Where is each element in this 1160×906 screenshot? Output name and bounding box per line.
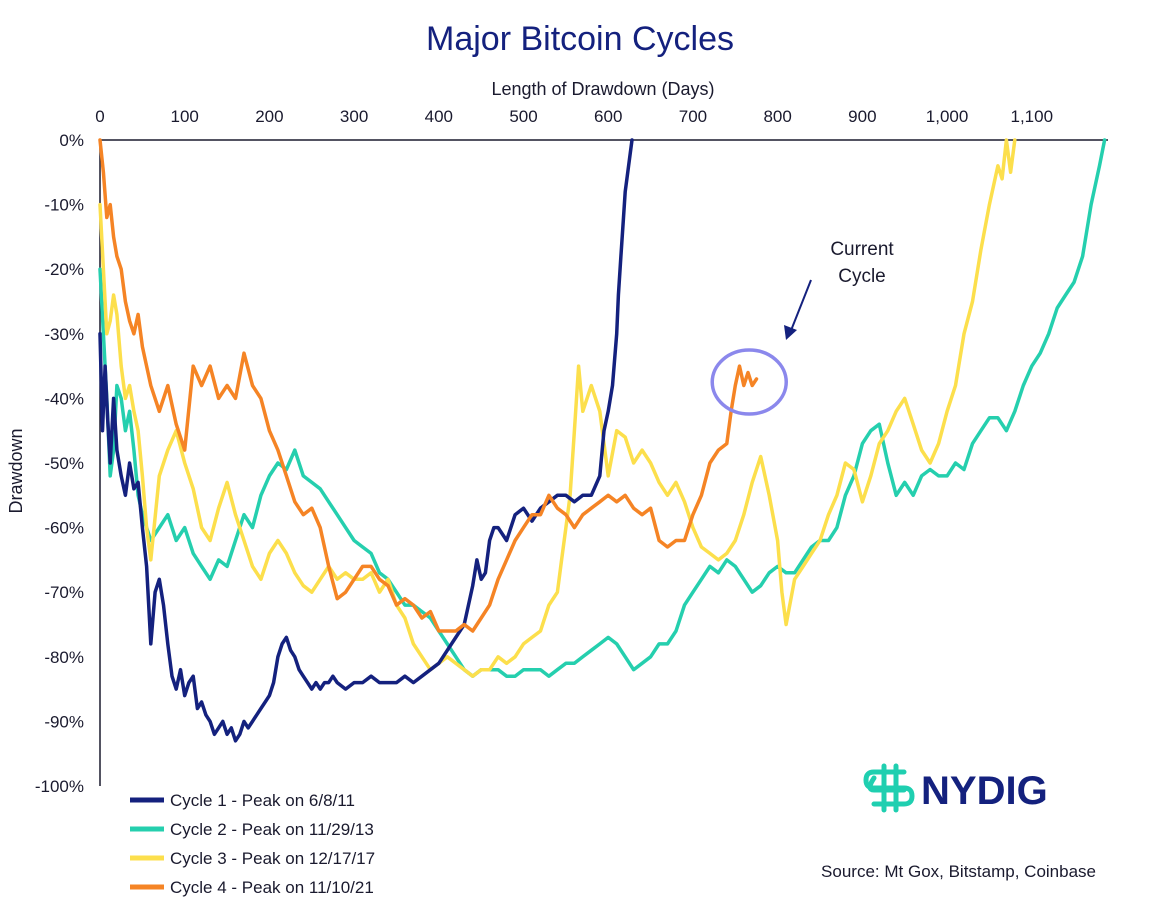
highlight-circle: [710, 348, 788, 416]
annotation-arrow-line: [789, 279, 812, 334]
y-tick-label: -70%: [44, 583, 84, 602]
annotation-text: Cycle: [838, 266, 886, 287]
series-line-cycle-1: [98, 138, 634, 743]
x-tick-label: 200: [255, 107, 283, 126]
x-tick-labels: 0 100 200 300 400 500 600 700 800 900 1,000 1,100: [95, 107, 1053, 126]
x-tick-label: 0: [95, 107, 104, 126]
y-tick-label: -100%: [35, 777, 84, 796]
nydig-logo-mark-icon: [863, 763, 915, 813]
x-tick-label: 600: [594, 107, 622, 126]
x-tick-label: 300: [340, 107, 368, 126]
current-cycle-annotation: Current Cycle: [710, 239, 894, 416]
x-tick-label: 100: [171, 107, 199, 126]
y-axis-title: Drawdown: [6, 428, 26, 513]
series-lines: [98, 138, 1107, 743]
annotation-arrowhead-icon: [784, 325, 797, 340]
y-tick-label: -20%: [44, 260, 84, 279]
y-tick-label: -90%: [44, 712, 84, 731]
x-tick-label: 400: [425, 107, 453, 126]
x-tick-label: 900: [848, 107, 876, 126]
y-tick-label: -50%: [44, 454, 84, 473]
y-tick-label: -40%: [44, 389, 84, 408]
legend-label-cycle-3: Cycle 3 - Peak on 12/17/17: [170, 849, 375, 868]
legend-label-cycle-2: Cycle 2 - Peak on 11/29/13: [170, 820, 374, 839]
chart-title: Major Bitcoin Cycles: [426, 20, 734, 58]
annotation-text: Current: [830, 239, 894, 260]
x-tick-label: 800: [763, 107, 791, 126]
nydig-logo: NYDIG: [863, 763, 1048, 813]
x-tick-label: 500: [509, 107, 537, 126]
x-tick-label: 1,000: [926, 107, 969, 126]
y-tick-label: -80%: [44, 648, 84, 667]
source-note: Source: Mt Gox, Bitstamp, Coinbase: [821, 862, 1096, 881]
y-tick-labels: 0% -10% -20% -30% -40% -50% -60% -70% -80% -90% -1…: [35, 131, 84, 796]
x-axis-title: Length of Drawdown (Days): [491, 79, 714, 99]
series-line-cycle-4: [98, 138, 759, 633]
y-tick-label: -60%: [44, 519, 84, 538]
y-tick-label: 0%: [59, 131, 84, 150]
nydig-wordmark: NYDIG: [921, 769, 1048, 813]
x-tick-label: 1,100: [1010, 107, 1053, 126]
legend: Cycle 1 - Peak on 6/8/11 Cycle 2 - Peak …: [130, 791, 375, 897]
series-line-cycle-2: [98, 138, 1107, 678]
y-tick-label: -10%: [44, 196, 84, 215]
series-line-cycle-3: [98, 138, 1017, 678]
legend-label-cycle-4: Cycle 4 - Peak on 11/10/21: [170, 878, 374, 897]
y-tick-label: -30%: [44, 325, 84, 344]
x-tick-label: 700: [679, 107, 707, 126]
legend-label-cycle-1: Cycle 1 - Peak on 6/8/11: [170, 791, 355, 810]
